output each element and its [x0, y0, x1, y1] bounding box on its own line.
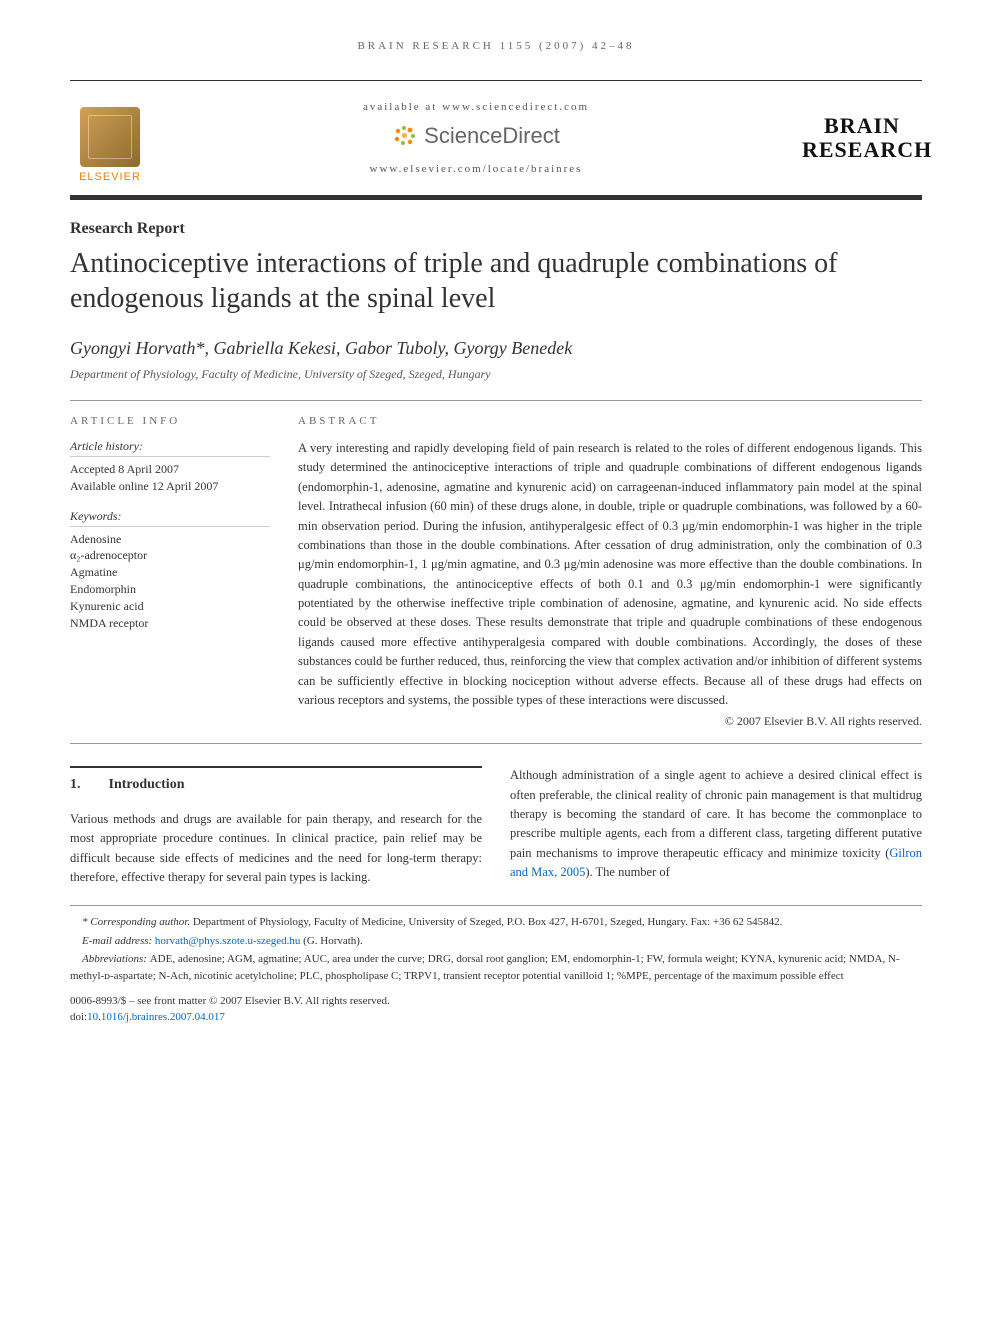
elsevier-logo: ELSEVIER: [70, 93, 150, 183]
sciencedirect-logo: ScienceDirect: [392, 123, 560, 149]
article-info: ARTICLE INFO Article history: Accepted 8…: [70, 415, 270, 729]
doi-block: 0006-8993/$ – see front matter © 2007 El…: [70, 994, 922, 1025]
keyword-item: Kynurenic acid: [70, 598, 270, 615]
section-1-title: Introduction: [109, 774, 185, 796]
article-title: Antinociceptive interactions of triple a…: [70, 246, 922, 316]
body-columns: 1. Introduction Various methods and drug…: [70, 766, 922, 887]
abbreviations: Abbreviations: ADE, adenosine; AGM, agma…: [70, 951, 922, 984]
intro-para-left: Various methods and drugs are available …: [70, 810, 482, 888]
affiliation: Department of Physiology, Faculty of Med…: [70, 367, 922, 382]
body-col-left: 1. Introduction Various methods and drug…: [70, 766, 482, 887]
header-center: available at www.sciencedirect.com Scien…: [150, 101, 802, 175]
keyword-item: α₂-adrenoceptor: [70, 547, 270, 564]
front-matter-line: 0006-8993/$ – see front matter © 2007 El…: [70, 994, 922, 1009]
journal-name-line2: RESEARCH: [802, 138, 922, 162]
journal-header: ELSEVIER available at www.sciencedirect.…: [70, 80, 922, 200]
keyword-item: Endomorphin: [70, 581, 270, 598]
sciencedirect-text: ScienceDirect: [424, 123, 560, 149]
email-link[interactable]: horvath@phys.szote.u-szeged.hu: [155, 935, 300, 947]
journal-url: www.elsevier.com/locate/brainres: [170, 163, 782, 175]
section-1-num: 1.: [70, 774, 81, 796]
keyword-item: Adenosine: [70, 531, 270, 548]
intro-text-a: Although administration of a single agen…: [510, 768, 922, 860]
accepted-date: Accepted 8 April 2007: [70, 461, 270, 478]
info-abstract-row: ARTICLE INFO Article history: Accepted 8…: [70, 400, 922, 744]
journal-name-line1: BRAIN: [802, 114, 922, 138]
doi-link[interactable]: 10.1016/j.brainres.2007.04.017: [87, 1011, 225, 1023]
intro-text-b: ). The number of: [585, 865, 669, 879]
keyword-item: Agmatine: [70, 564, 270, 581]
journal-title-logo: BRAIN RESEARCH: [802, 114, 922, 162]
corr-label: * Corresponding author.: [82, 916, 190, 928]
authors: Gyongyi Horvath*, Gabriella Kekesi, Gabo…: [70, 338, 922, 359]
intro-para-right: Although administration of a single agen…: [510, 766, 922, 882]
abstract-copyright: © 2007 Elsevier B.V. All rights reserved…: [298, 714, 922, 729]
body-col-right: Although administration of a single agen…: [510, 766, 922, 887]
abstract-heading: ABSTRACT: [298, 415, 922, 427]
abbrev-text: ADE, adenosine; AGM, agmatine; AUC, area…: [70, 953, 900, 982]
abstract-text: A very interesting and rapidly developin…: [298, 439, 922, 710]
email-line: E-mail address: horvath@phys.szote.u-sze…: [70, 933, 922, 950]
abstract: ABSTRACT A very interesting and rapidly …: [298, 415, 922, 729]
footnotes: * Corresponding author. Department of Ph…: [70, 905, 922, 984]
doi-prefix: doi:: [70, 1011, 87, 1023]
email-tail: (G. Horvath).: [300, 935, 362, 947]
doi-line: doi:10.1016/j.brainres.2007.04.017: [70, 1010, 922, 1025]
article-history-label: Article history:: [70, 439, 270, 457]
corr-text: Department of Physiology, Faculty of Med…: [190, 916, 782, 928]
sciencedirect-burst-icon: [392, 123, 418, 149]
elsevier-label: ELSEVIER: [79, 171, 141, 183]
article-type: Research Report: [70, 220, 922, 238]
section-1-head: 1. Introduction: [70, 766, 482, 796]
abbrev-label: Abbreviations:: [82, 953, 150, 965]
available-at-text: available at www.sciencedirect.com: [170, 101, 782, 113]
keywords-label: Keywords:: [70, 509, 270, 527]
online-date: Available online 12 April 2007: [70, 478, 270, 495]
corresponding-author: * Corresponding author. Department of Ph…: [70, 914, 922, 931]
running-head: BRAIN RESEARCH 1155 (2007) 42–48: [70, 40, 922, 52]
article-info-heading: ARTICLE INFO: [70, 415, 270, 427]
elsevier-tree-icon: [80, 107, 140, 167]
email-label: E-mail address:: [82, 935, 155, 947]
keyword-item: NMDA receptor: [70, 615, 270, 632]
